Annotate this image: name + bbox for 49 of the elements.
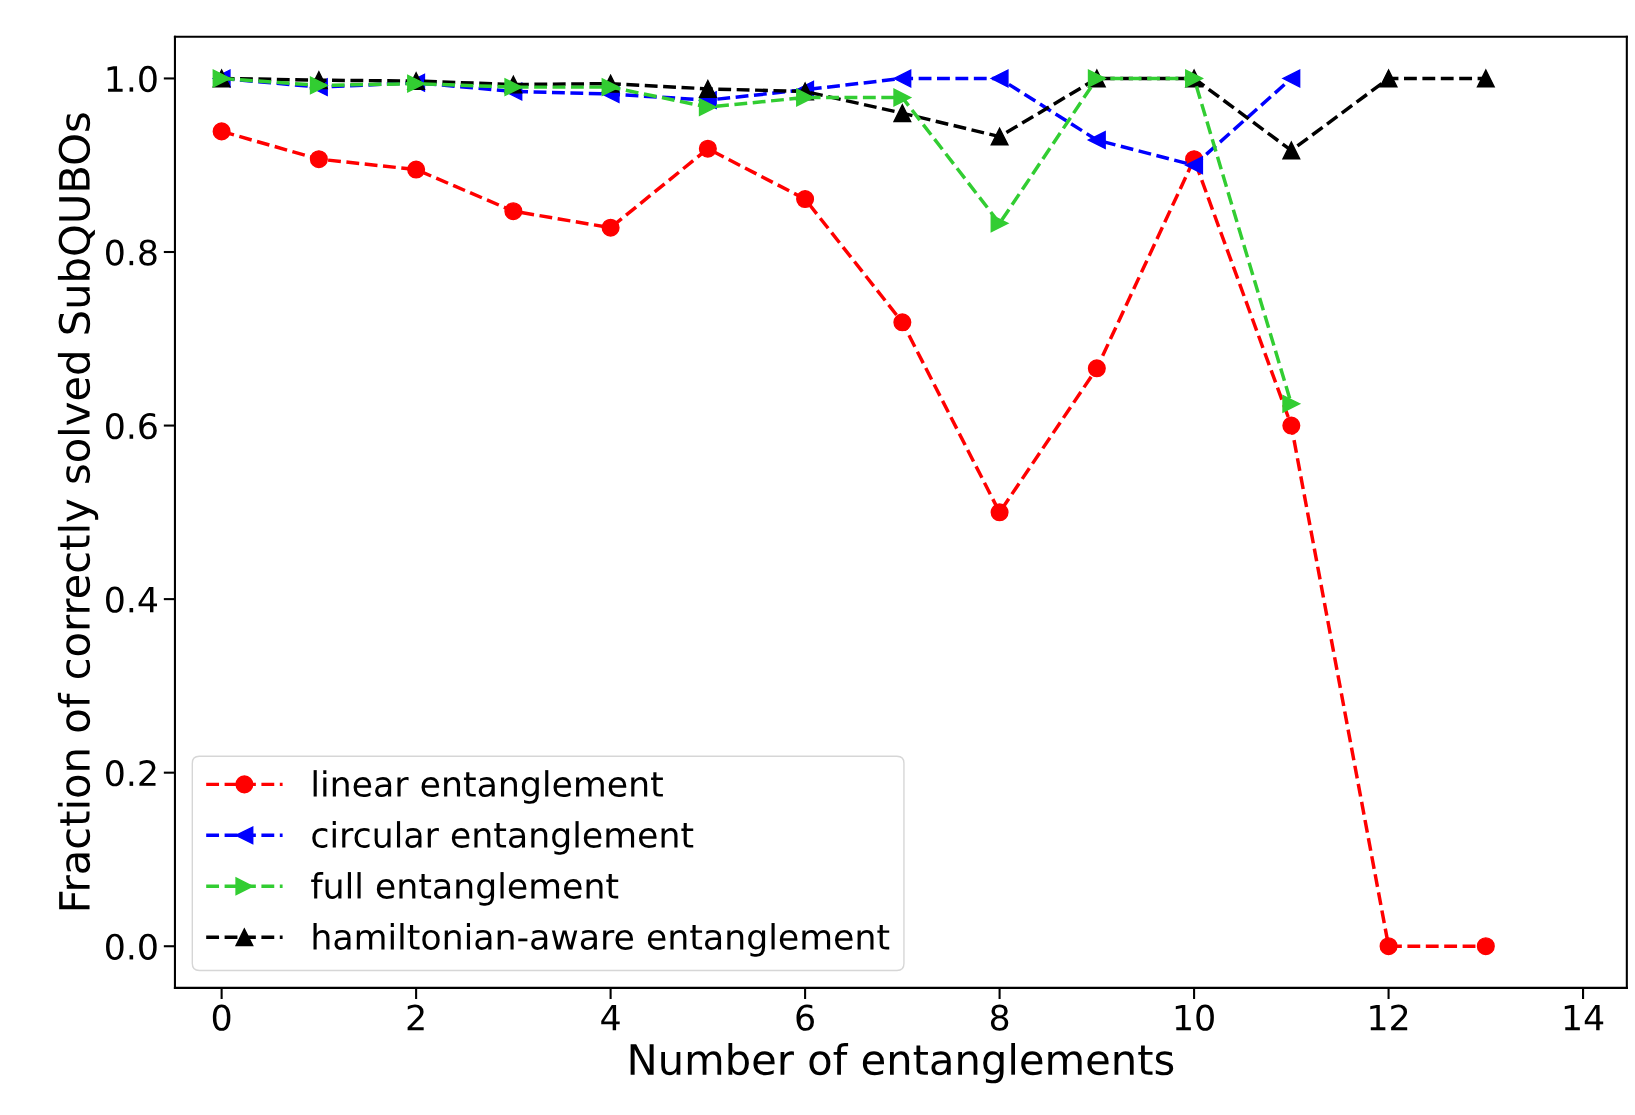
- y-tick-label: 0.0: [106, 933, 157, 960]
- point: [1282, 416, 1301, 435]
- y-tick-label: 0.8: [106, 239, 157, 266]
- point: [893, 104, 912, 123]
- legend-label: linear entanglement: [313, 770, 663, 804]
- x-tick-label: 10: [1175, 1004, 1214, 1031]
- point: [212, 122, 231, 141]
- x-tick-label: 4: [601, 1004, 620, 1031]
- point: [601, 78, 620, 97]
- x-tick-label: 6: [796, 1004, 814, 1031]
- point: [407, 160, 426, 179]
- point: [1282, 141, 1301, 160]
- y-axis-title: Fraction of correctly solved SubQUBOs: [57, 113, 99, 910]
- legend-label: hamiltonian-aware entanglement: [313, 923, 890, 957]
- x-tick-label: 2: [407, 1004, 424, 1031]
- legend-label: full entanglement: [311, 872, 619, 906]
- point: [796, 190, 815, 209]
- x-tick-label: 14: [1564, 1004, 1604, 1031]
- point: [893, 88, 912, 107]
- y-tick-label: 0.4: [106, 586, 158, 613]
- point: [504, 202, 523, 221]
- point: [309, 150, 328, 169]
- point: [1185, 156, 1204, 175]
- point: [1087, 131, 1106, 150]
- y-tick-label: 0.2: [106, 760, 156, 787]
- point: [893, 69, 912, 88]
- y-tick-label: 1.0: [107, 65, 157, 93]
- point: [698, 79, 717, 98]
- point: [990, 127, 1009, 146]
- x-tick-label: 12: [1370, 1004, 1408, 1031]
- point: [1476, 69, 1495, 88]
- x-tick-label: 8: [990, 1004, 1009, 1031]
- point: [698, 139, 717, 158]
- point: [1379, 69, 1398, 88]
- point: [893, 313, 912, 332]
- point: [1282, 69, 1301, 88]
- point: [990, 69, 1009, 88]
- y-tick-label: 0.6: [106, 412, 157, 440]
- point: [990, 214, 1009, 233]
- x-axis-title: Number of entanglements: [630, 1043, 1174, 1084]
- point: [1379, 937, 1398, 956]
- point: [1282, 394, 1301, 413]
- point: [698, 98, 717, 117]
- point: [1476, 937, 1495, 956]
- point: [1087, 359, 1106, 378]
- point: [601, 218, 620, 237]
- legend-label: circular entanglement: [312, 821, 694, 855]
- point: [990, 503, 1009, 522]
- x-tick-label: 0: [212, 1004, 231, 1031]
